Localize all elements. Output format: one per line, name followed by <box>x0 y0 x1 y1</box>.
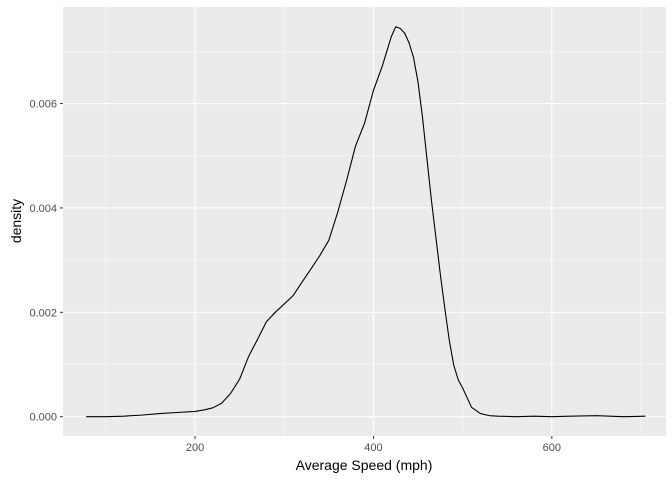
y-tick-label: 0.006 <box>29 99 57 111</box>
y-tick-label: 0.000 <box>29 412 57 424</box>
density-curve <box>86 26 646 418</box>
x-tick-label: 400 <box>364 442 382 454</box>
y-tick-label: 0.004 <box>29 203 57 215</box>
plot-panel <box>63 7 666 436</box>
y-tick-label: 0.002 <box>29 307 57 319</box>
major-gridlines <box>63 7 666 436</box>
x-tick-label: 600 <box>543 442 561 454</box>
x-axis-title: Average Speed (mph) <box>296 457 433 473</box>
minor-gridlines <box>63 7 666 436</box>
x-tick-label: 200 <box>186 442 204 454</box>
y-axis-title: density <box>8 199 24 243</box>
y-axis: 0.000 0.002 0.004 0.006 <box>29 99 63 424</box>
x-axis: 200 400 600 <box>186 436 561 454</box>
